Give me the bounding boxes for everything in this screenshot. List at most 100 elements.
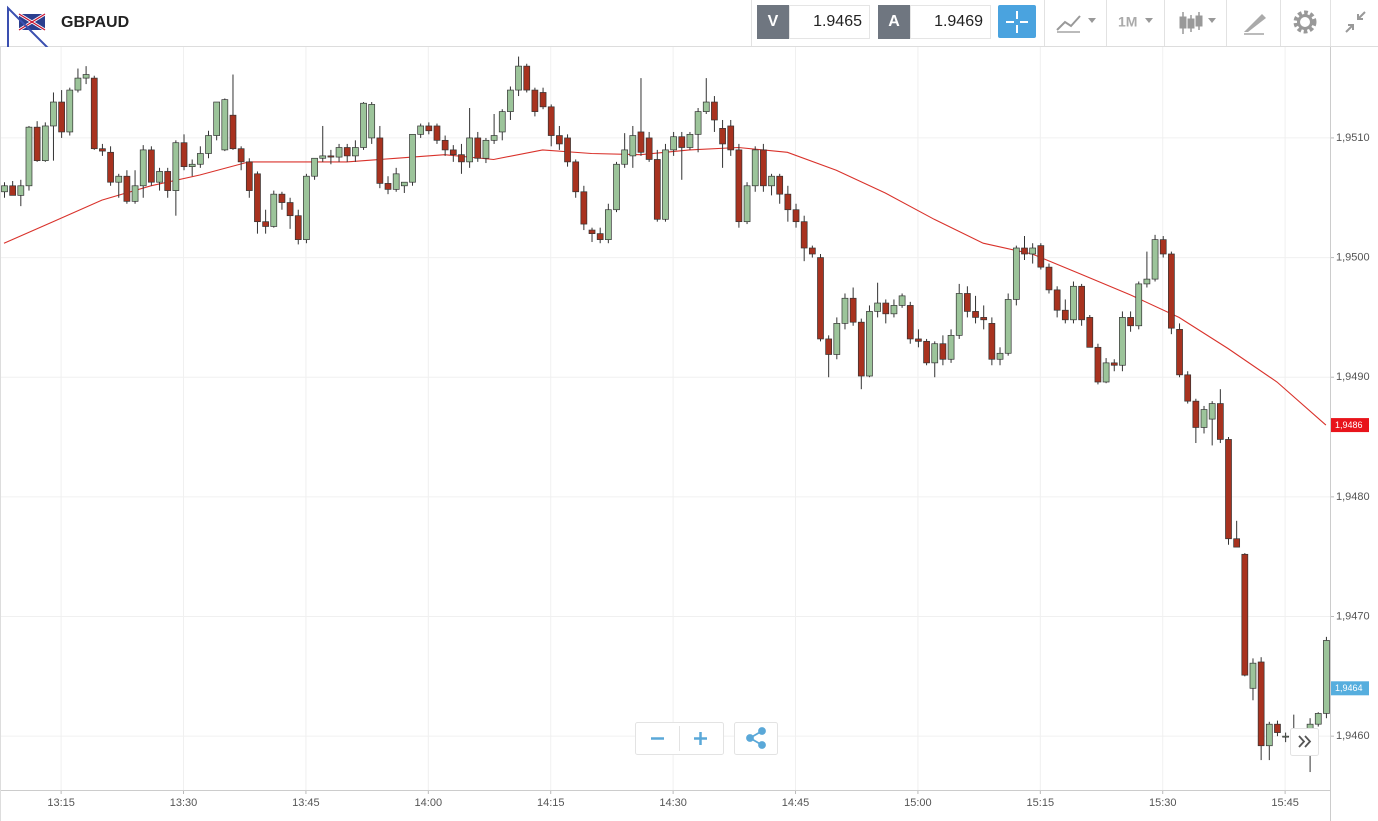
candle-body [923,340,930,364]
candle-body [254,173,261,223]
candle-body [1192,400,1200,428]
candle-body [1029,247,1037,255]
candle-body [915,338,922,342]
bid-price: 1.9465 [813,13,862,30]
candle-body [458,154,465,163]
x-tick-label: 15:30 [1149,797,1177,809]
candle-body [188,163,196,167]
candle-body [1168,253,1175,329]
candle-body [670,136,677,151]
share-icon [746,727,766,749]
candle-body [1208,403,1216,420]
candle-body [164,171,172,191]
timeframe-caret [1145,18,1153,23]
candle-body [131,185,139,202]
ask-label: A [888,13,900,30]
candle-body [74,77,82,91]
candle-body [727,125,735,151]
candle-body [384,183,392,190]
candle-body [1323,640,1330,714]
zoom-controls [635,722,778,755]
candle-body [931,343,939,364]
candle-type-button[interactable] [1179,12,1216,34]
zoom-in-button[interactable] [694,732,707,745]
candle-body [1241,553,1249,676]
candle-body [1143,278,1151,285]
candle-body [1265,723,1273,747]
x-tick-label: 15:15 [1027,797,1055,809]
candle-body [662,149,669,220]
candle-body [1274,723,1281,733]
candle-body [776,175,784,195]
candle-body [1094,346,1102,383]
candle-body [343,147,351,157]
y-tick-label: 1,9460 [1336,730,1370,742]
candle-body [294,215,302,240]
candle-body [1,185,8,193]
candle-body [1257,661,1265,747]
x-tick-label: 15:45 [1271,797,1299,809]
bid-label: V [768,13,779,30]
candle-body [702,101,710,112]
candle-body [849,297,857,323]
crosshair-button[interactable] [998,5,1036,38]
candle-body [156,171,163,183]
candle-body [449,149,457,156]
candle-body [539,92,547,108]
candle-body [482,139,490,159]
candle-body [1102,362,1110,383]
scroll-latest-button[interactable] [1290,728,1319,756]
candle-body [270,193,278,227]
candle-body [547,106,555,136]
candle-body [1110,362,1118,366]
candle-body [327,155,335,158]
candle-body [1037,245,1045,268]
timeframe[interactable]: 1M [1118,14,1137,30]
price-marker [1331,681,1369,696]
candle-body [490,135,498,141]
candle-body [115,175,123,183]
candle-body [1151,239,1159,280]
candle-body [1086,317,1094,348]
draw-button[interactable] [1244,14,1266,35]
candle-body [507,89,514,112]
collapse-button[interactable] [1345,11,1366,33]
candle-body [25,126,33,187]
candle-body [955,293,963,336]
candle-body [523,65,531,91]
ask-box[interactable] [910,5,991,39]
candle-body [1119,317,1126,366]
candle-body [882,302,890,315]
candle-body [400,181,408,187]
candle-body [433,125,441,141]
candle-body [604,209,612,240]
candle-body [1078,285,1085,321]
candle-body [1225,439,1232,540]
bid-box[interactable] [789,5,870,39]
chart-type-button[interactable] [1056,15,1096,33]
candle-body [466,137,473,163]
y-tick-label: 1,9470 [1336,610,1370,622]
candle-body [564,137,571,163]
candle-body [335,147,343,158]
candle-body [441,139,449,151]
candle-body [890,305,898,315]
candle-body [556,135,563,145]
settings-button[interactable] [1293,10,1317,34]
candle-body [1021,247,1028,255]
candle-body [637,131,645,153]
plot: 13:15 13:30 13:45 14:00 14:15 14:30 14:45 15:00… [0,47,1370,821]
candle-body [1282,735,1289,738]
candle-body [376,137,384,184]
candle-body [743,185,751,223]
candle-body [841,297,849,324]
candle-body [980,317,988,321]
candle-body [580,191,588,225]
candle-body [245,161,253,191]
candle-body [694,111,702,135]
candle-body [286,202,294,217]
candle-body [352,147,359,157]
share-button[interactable] [734,722,778,755]
candle-body [221,99,229,151]
